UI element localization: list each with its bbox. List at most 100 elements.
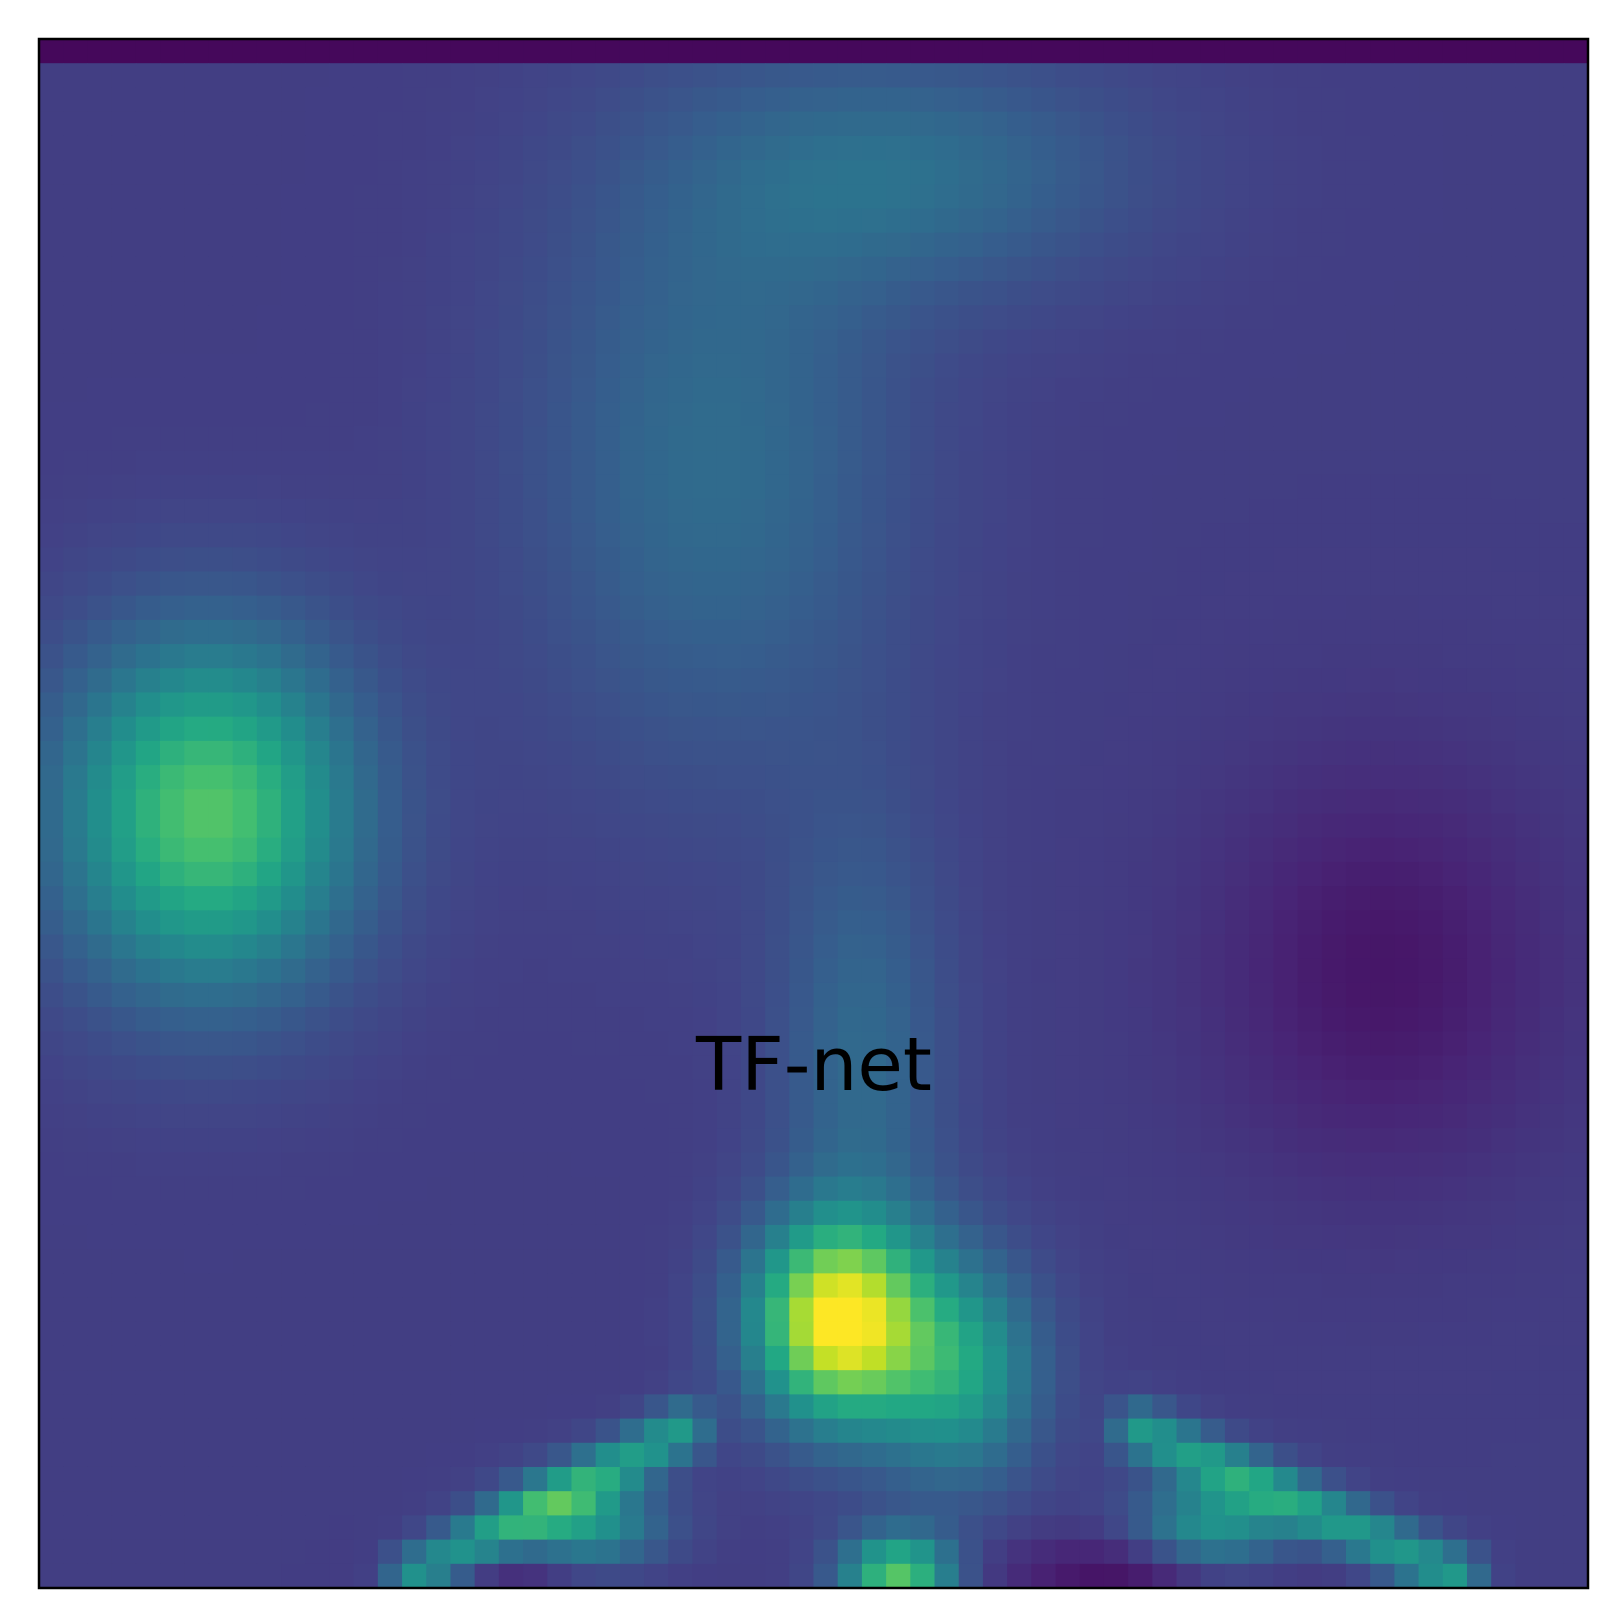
heatmap-cell xyxy=(1442,1370,1468,1395)
heatmap-cell xyxy=(1442,1079,1468,1105)
heatmap-cell xyxy=(813,1152,839,1178)
heatmap-cell xyxy=(1055,668,1081,694)
heatmap-cell xyxy=(644,87,669,113)
heatmap-cell xyxy=(716,305,742,331)
heatmap-cell xyxy=(1249,958,1274,984)
heatmap-cell xyxy=(111,1176,137,1202)
heatmap-cell xyxy=(1491,765,1516,790)
heatmap-cell xyxy=(474,208,500,234)
heatmap-cell xyxy=(1128,1031,1153,1057)
heatmap-cell xyxy=(353,377,379,403)
heatmap-cell xyxy=(765,571,790,597)
heatmap-cell xyxy=(1394,353,1420,379)
heatmap-cell xyxy=(619,377,645,403)
heatmap-cell xyxy=(1103,39,1129,64)
heatmap-cell xyxy=(1563,353,1589,379)
heatmap-cell xyxy=(619,353,645,379)
heatmap-cell xyxy=(934,1563,960,1589)
heatmap-cell xyxy=(547,861,573,887)
heatmap-cell xyxy=(305,1176,331,1202)
heatmap-cell xyxy=(402,692,427,718)
heatmap-cell xyxy=(402,1418,427,1444)
heatmap-cell xyxy=(1055,1515,1081,1541)
heatmap-cell xyxy=(1394,1103,1420,1129)
heatmap-cell xyxy=(1418,1055,1444,1081)
heatmap-cell xyxy=(740,87,766,113)
heatmap-cell xyxy=(1321,63,1347,88)
heatmap-cell xyxy=(329,910,355,936)
heatmap-cell xyxy=(184,716,210,742)
heatmap-cell xyxy=(377,281,403,306)
heatmap-cell xyxy=(1491,1007,1516,1032)
heatmap-cell xyxy=(1055,740,1081,766)
heatmap-cell xyxy=(377,1200,403,1226)
heatmap-cell xyxy=(668,571,694,597)
heatmap-cell xyxy=(765,1491,790,1516)
heatmap-cell xyxy=(1055,1103,1081,1129)
heatmap-cell xyxy=(87,160,113,185)
heatmap-cell xyxy=(982,208,1008,234)
heatmap-cell xyxy=(498,668,524,694)
heatmap-cell xyxy=(837,184,863,210)
heatmap-cell xyxy=(1055,87,1081,113)
heatmap-cell xyxy=(63,958,88,984)
heatmap-cell xyxy=(353,281,379,306)
heatmap-cell xyxy=(547,619,573,645)
heatmap-cell xyxy=(1055,1128,1081,1153)
heatmap-cell xyxy=(1176,184,1202,210)
heatmap-cell xyxy=(1539,934,1565,960)
heatmap-cell xyxy=(813,571,839,597)
heatmap-cell xyxy=(716,402,742,427)
heatmap-cell xyxy=(208,111,234,137)
heatmap-cell xyxy=(256,305,282,331)
heatmap-cell xyxy=(837,1249,863,1274)
heatmap-cell xyxy=(619,402,645,427)
heatmap-cell xyxy=(1394,982,1420,1008)
heatmap-cell xyxy=(1176,886,1202,911)
heatmap-cell xyxy=(1563,256,1589,282)
heatmap-cell xyxy=(886,1079,911,1105)
heatmap-cell xyxy=(1418,1224,1444,1250)
heatmap-cell xyxy=(1103,498,1129,524)
heatmap-cell xyxy=(1128,1491,1153,1516)
heatmap-cell xyxy=(595,1539,621,1565)
heatmap-cell xyxy=(716,644,742,669)
heatmap-cell xyxy=(135,1055,161,1081)
heatmap-cell xyxy=(281,716,306,742)
heatmap-cell xyxy=(789,740,815,766)
heatmap-cell xyxy=(1103,813,1129,839)
heatmap-cell xyxy=(1273,547,1299,573)
heatmap-cell xyxy=(63,135,88,161)
heatmap-cell xyxy=(87,1418,113,1444)
heatmap-cell xyxy=(63,256,88,282)
heatmap-cell xyxy=(1321,595,1347,621)
heatmap-cell xyxy=(595,1176,621,1202)
heatmap-cell xyxy=(63,740,88,766)
heatmap-cell xyxy=(1442,1055,1468,1081)
heatmap-cell xyxy=(1370,474,1395,500)
heatmap-cell xyxy=(1055,1176,1081,1202)
heatmap-cell xyxy=(353,982,379,1008)
heatmap-cell xyxy=(1152,305,1178,331)
heatmap-cell xyxy=(595,1394,621,1420)
heatmap-cell xyxy=(644,547,669,573)
heatmap-cell xyxy=(813,1491,839,1516)
heatmap-cell xyxy=(1224,1466,1250,1492)
heatmap-cell xyxy=(1031,1249,1057,1274)
heatmap-cell xyxy=(281,305,306,331)
heatmap-cell xyxy=(498,692,524,718)
heatmap-cell xyxy=(1515,87,1541,113)
heatmap-cell xyxy=(958,1394,984,1420)
heatmap-cell xyxy=(1007,1491,1032,1516)
heatmap-cell xyxy=(111,1249,137,1274)
heatmap-cell xyxy=(1055,256,1081,282)
heatmap-cell xyxy=(789,571,815,597)
heatmap-cell xyxy=(160,765,185,790)
heatmap-cell xyxy=(160,523,185,548)
heatmap-cell xyxy=(1563,1079,1589,1105)
heatmap-cell xyxy=(1321,1007,1347,1032)
heatmap-cell xyxy=(1491,232,1516,258)
heatmap-cell xyxy=(692,111,718,137)
heatmap-cell xyxy=(184,740,210,766)
heatmap-cell xyxy=(1418,305,1444,331)
